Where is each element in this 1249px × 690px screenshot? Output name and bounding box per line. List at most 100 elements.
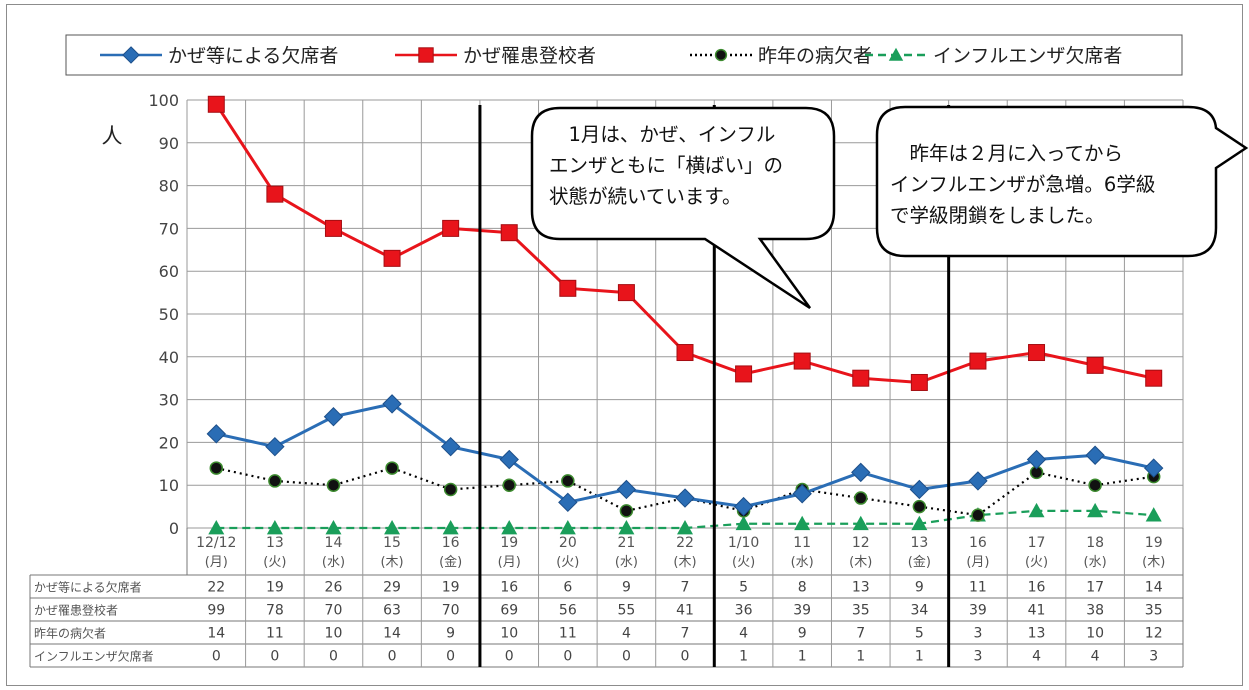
legend-label-2: 昨年の病欠者 <box>758 45 872 67</box>
x-tick-date: 22 <box>676 535 694 551</box>
x-tick-day: (金) <box>439 554 462 570</box>
table-cell: 9 <box>446 626 455 642</box>
y-tick-label: 0 <box>169 519 179 538</box>
table-cell: 26 <box>325 580 343 596</box>
series-1 <box>207 95 1163 391</box>
table-row-label: インフルエンザ欠席者 <box>34 649 154 664</box>
x-tick-day: (木) <box>673 555 696 570</box>
table-cell: 99 <box>207 603 225 619</box>
legend-label-3: インフルエンザ欠席者 <box>933 45 1122 67</box>
data-point <box>735 365 753 383</box>
y-tick-label: 30 <box>159 391 179 410</box>
data-point <box>1145 507 1162 522</box>
y-tick-label: 50 <box>159 305 179 324</box>
data-table: 12/12(月)13(火)14(水)15(木)16(金)19(月)20(火)21… <box>29 528 1184 668</box>
data-point <box>677 520 693 535</box>
table-cell: 13 <box>852 580 870 596</box>
table-cell: 11 <box>969 580 987 596</box>
table-cell: 19 <box>442 580 460 596</box>
table-cell: 7 <box>681 580 690 596</box>
table-cell: 14 <box>207 626 225 642</box>
table-cell: 41 <box>1028 603 1046 619</box>
table-cell: 69 <box>500 603 518 619</box>
data-point <box>851 462 871 483</box>
table-cell: 10 <box>500 626 518 642</box>
data-point <box>619 504 634 518</box>
data-point <box>854 491 868 505</box>
table-cell: 0 <box>329 649 338 665</box>
data-point <box>265 436 285 457</box>
legend-marker-2 <box>714 48 728 62</box>
data-point <box>968 471 988 491</box>
table-cell: 22 <box>207 580 225 596</box>
table-cell: 1 <box>798 649 807 665</box>
callout-1-line: 1月は、かぜ、インフル <box>549 123 775 146</box>
callout-2-line: インフルエンザが急増。6学級 <box>890 173 1155 196</box>
callout-1-line: 状態が続いています。 <box>549 185 741 208</box>
table-cell: 34 <box>910 603 928 619</box>
table-cell: 7 <box>681 626 690 642</box>
data-point <box>793 352 811 370</box>
table-cell: 9 <box>622 580 631 596</box>
legend-box <box>65 34 1183 76</box>
data-point <box>443 482 458 497</box>
callout-1-bubble <box>530 106 836 310</box>
data-point <box>733 496 754 517</box>
data-point <box>618 520 635 535</box>
table-cell: 0 <box>446 649 455 665</box>
x-tick-day: (水) <box>791 555 814 570</box>
table-cell: 39 <box>793 603 811 619</box>
x-tick-day: (木) <box>1142 555 1165 570</box>
table-cell: 78 <box>266 603 284 619</box>
data-point <box>382 394 402 414</box>
table-cell: 9 <box>798 626 807 642</box>
table-cell: 55 <box>617 603 635 619</box>
data-point <box>207 95 225 113</box>
y-tick-label: 20 <box>159 433 179 452</box>
table-cell: 6 <box>563 580 572 596</box>
table-cell: 10 <box>1086 626 1104 642</box>
series-0 <box>206 394 1164 517</box>
table-cell: 0 <box>681 649 690 665</box>
table-cell: 3 <box>973 649 982 665</box>
data-point <box>852 515 869 531</box>
table-cell: 3 <box>973 626 982 642</box>
x-tick-date: 19 <box>500 535 518 551</box>
data-point <box>558 492 578 513</box>
x-tick-day: (木) <box>849 555 872 570</box>
callout-1-line: エンザともに「横ばい」の <box>549 154 783 177</box>
table-cell: 14 <box>1145 580 1163 596</box>
table-cell: 0 <box>388 649 397 665</box>
table-cell: 13 <box>1028 626 1046 642</box>
x-tick-day: (水) <box>322 555 345 570</box>
x-tick-date: 18 <box>1086 535 1104 551</box>
x-tick-day: (月) <box>205 555 228 570</box>
table-cell: 63 <box>383 603 401 619</box>
table-cell: 0 <box>563 649 572 665</box>
data-point <box>675 488 695 508</box>
y-tick-label: 40 <box>159 348 179 367</box>
data-point <box>676 344 694 362</box>
y-tick-label: 100 <box>148 91 179 110</box>
x-tick-day: (水) <box>615 555 638 570</box>
y-tick-label: 60 <box>159 262 179 281</box>
x-tick-day: (月) <box>498 555 521 570</box>
data-point <box>206 424 227 444</box>
data-point <box>501 520 518 535</box>
data-point <box>325 520 342 535</box>
data-point <box>561 474 575 488</box>
table-cell: 41 <box>676 603 694 619</box>
x-tick-date: 11 <box>793 535 811 551</box>
legend: かぜ等による欠席者 かぜ罹患登校者 昨年の病欠者 インフルエンザ欠席者 <box>65 34 1183 76</box>
data-point <box>969 352 987 370</box>
x-tick-day: (木) <box>380 555 403 570</box>
table-cell: 39 <box>969 603 987 619</box>
data-point <box>385 461 399 475</box>
data-point <box>268 474 282 488</box>
x-tick-date: 20 <box>559 535 577 551</box>
x-tick-day: (火) <box>732 555 755 570</box>
data-point <box>1026 449 1047 470</box>
data-point <box>499 449 519 470</box>
